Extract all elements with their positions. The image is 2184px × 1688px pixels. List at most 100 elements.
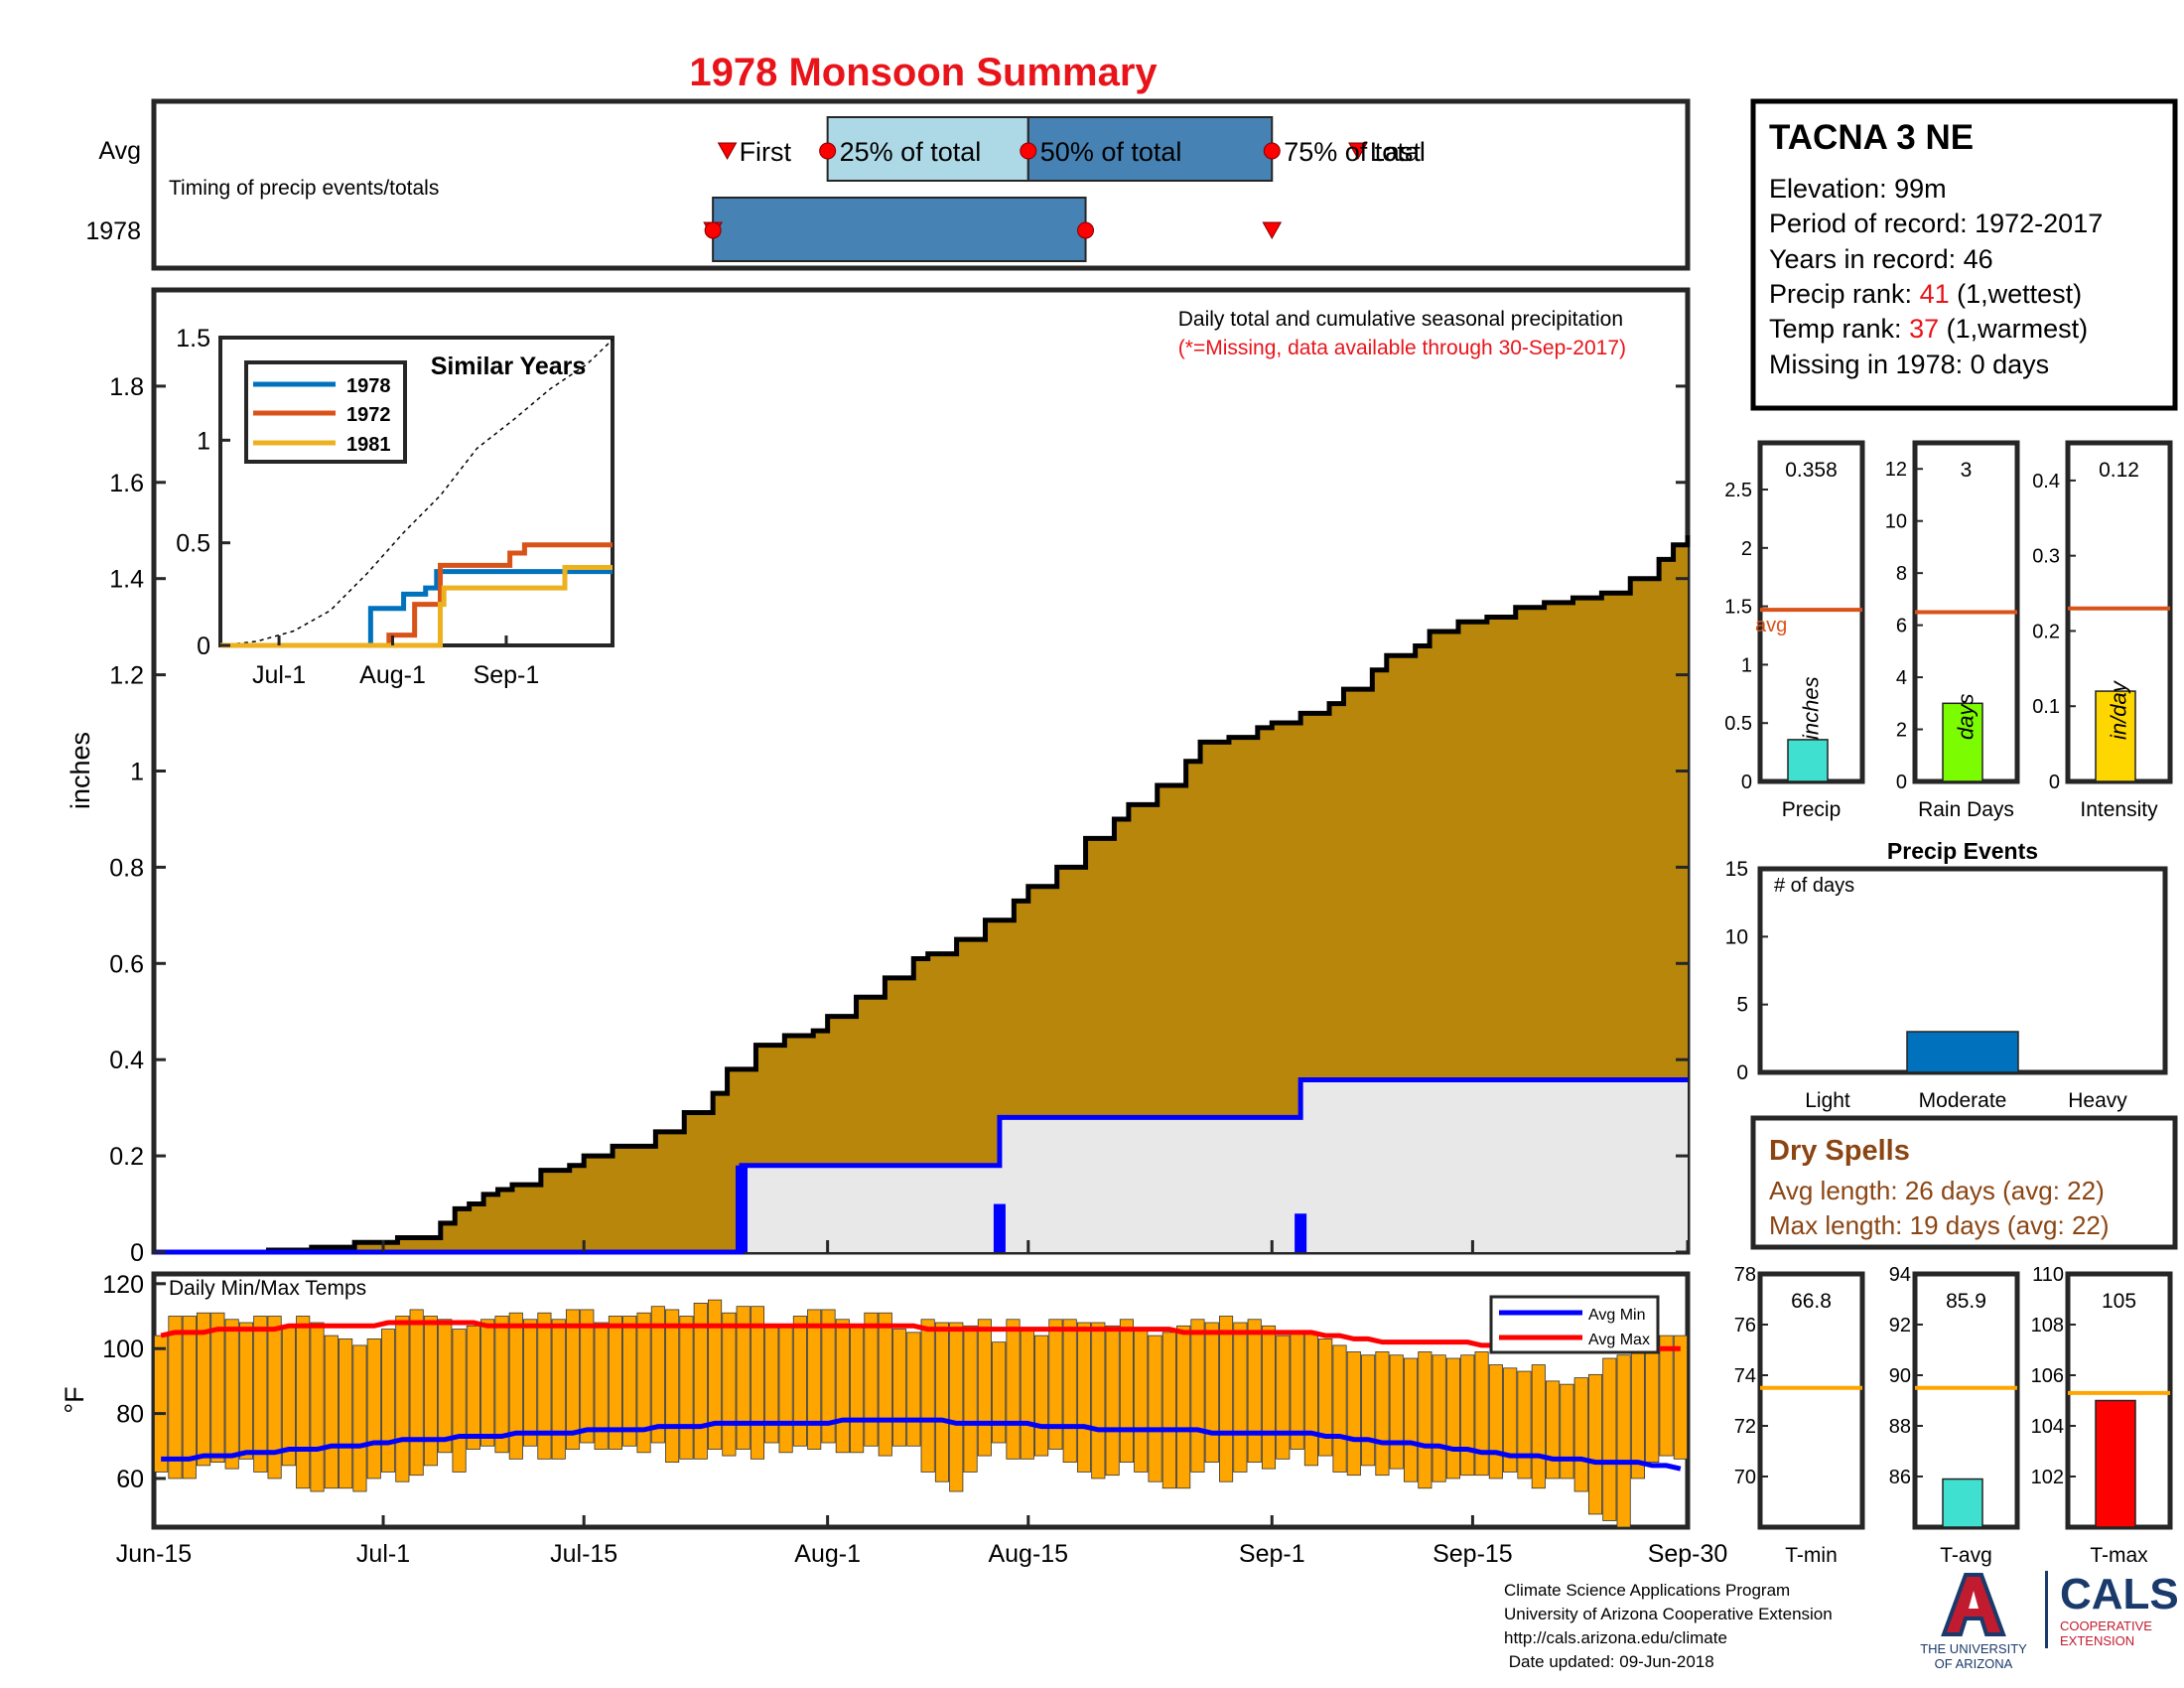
dry-spells-avg: Avg length: 26 days (avg: 22) [1769,1176,2105,1205]
stat-panel-rain-days: 0 2 4 6 8 10 12 3 Rain Days days [1885,440,2020,821]
temp-bar-69 [1134,1329,1149,1473]
temp-bar-95 [1503,1367,1518,1473]
avg-last-marker [1348,142,1368,161]
dry-spells-title: Dry Spells [1769,1135,1910,1167]
main-y-tick-label-5: 1 [130,759,144,786]
temp-stat-tick-label-1-0: 86 [1889,1467,1911,1488]
temp-bar-34 [636,1312,651,1454]
temp-bar-41 [736,1306,751,1450]
temp-stat-label-1: T-avg [1940,1544,1992,1567]
cals-sub-1: COOPERATIVE [2060,1618,2152,1633]
stat-tick-label-0-3: 1.5 [1724,597,1752,619]
temp-stat-tick-label-0-3: 76 [1734,1315,1756,1336]
inset-line-1981 [220,564,613,648]
temp-bar-25 [508,1312,523,1460]
temp-bar-87 [1389,1354,1404,1470]
main-y-label: inches [66,732,95,809]
temp-stat-tick-label-2-2: 106 [2031,1365,2064,1387]
avg-quartile-box-upper [1026,116,1274,182]
main-y-tick-label-1: 0.2 [109,1143,144,1171]
credits-line-1: Climate Science Applications Program [1504,1581,1791,1600]
temp-stat-tick-label-0-0: 70 [1734,1467,1756,1488]
temp-bar-107 [1673,1335,1688,1460]
stat-tick-label-0-1: 0.5 [1724,713,1752,735]
inset-y-tick-label-2: 1 [197,427,210,455]
stat-bar-2 [2095,690,2136,782]
temp-bar-33 [622,1316,637,1447]
stat-label-2: Intensity [2080,798,2158,821]
stat-tick-label-1-2: 4 [1896,667,1907,689]
ua-name-line-2: OF ARIZONA [1934,1656,2013,1671]
temp-bar-39 [708,1299,723,1450]
temp-bar-44 [778,1325,793,1454]
avg-cumulative-line [154,535,1691,1255]
temp-stat-label-2: T-max [2090,1544,2148,1567]
stat-tick-label-1-0: 0 [1896,772,1907,793]
temp-stat-tick-label-2-4: 110 [2032,1264,2064,1286]
temp-bar-98 [1546,1380,1561,1479]
stat-tick-label-2-2: 0.2 [2032,621,2060,642]
temp-bar-10 [296,1316,311,1489]
stat-value-2: 0.12 [2099,459,2139,482]
timing-label-first: First [740,137,792,167]
temp-bar-24 [494,1316,509,1454]
temp-bar-56 [949,1322,964,1492]
event-tick-label-3: 15 [1725,858,1748,881]
temp-bar-101 [1587,1373,1603,1515]
temp-bar-7 [253,1316,268,1473]
temp-bar-77 [1247,1319,1262,1464]
temp-bar-81 [1303,1332,1318,1467]
temp-y-tick-label-3: 120 [102,1271,144,1299]
stat-tick-label-0-5: 2.5 [1724,480,1752,501]
event-bar-1 [1906,1031,2019,1073]
station-temp-rank: Temp rank: 37 (1,warmest) [1769,314,2088,344]
temp-bar-65 [1076,1322,1092,1473]
stat-tick-label-1-5: 10 [1885,511,1907,533]
stat-tick-label-1-4: 8 [1896,563,1907,585]
temp-bar-27 [537,1312,552,1460]
temp-bar-100 [1573,1377,1588,1492]
temp-bar-37 [679,1316,694,1460]
daily-temps-panel: 60 80 100 120 Jun-15 Jul-1 Jul-15 Aug-1 Aug-15 Se… [60,1271,1727,1568]
temp-stat-panel-t-max: 102 104 106 108 110 105 T-max [2031,1264,2173,1567]
station-precip-rank: Precip rank: 41 (1,wettest) [1769,279,2082,309]
temp-stat-bar-2 [2095,1399,2136,1528]
stat-avg-text-0: avg [1755,615,1787,636]
temp-bar-93 [1474,1351,1489,1477]
temp-bar-57 [963,1325,978,1473]
main-y-tick-label-9: 1.8 [109,373,144,401]
temp-bar-2 [182,1316,197,1479]
temp-bar-79 [1276,1335,1291,1460]
main-y-tick-label-3: 0.6 [109,950,144,978]
timing-label-75: 75% of total [1284,137,1426,167]
temp-bar-60 [1006,1319,1021,1460]
temp-bar-64 [1062,1319,1077,1464]
daily-precip-bar-0 [736,1165,749,1252]
temp-bar-38 [693,1303,708,1460]
x-tick-label-5: Sep-1 [1239,1540,1305,1568]
temp-bar-4 [210,1312,225,1464]
station-name: TACNA 3 NE [1769,118,1974,157]
year-last-marker [1262,221,1283,240]
precip-stat-bars: 0 0.5 1 1.5 2 2.5 0.358 Precip inches avg 0 2 4 6 8 10 1… [1724,440,2173,821]
stat-tick-label-2-4: 0.4 [2032,471,2060,492]
station-period: Period of record: 1972-2017 [1769,209,2103,238]
station-missing: Missing in 1978: 0 days [1769,350,2049,379]
credits-footer: Climate Science Applications Program Uni… [1504,1579,1833,1674]
event-category-1: Moderate [1919,1089,2007,1112]
main-y-tick-label-2: 0.4 [109,1047,144,1074]
temp-bar-11 [310,1322,325,1492]
temp-bar-26 [523,1319,538,1447]
temp-stat-tick-label-1-2: 90 [1889,1365,1911,1387]
temp-bar-59 [992,1341,1007,1444]
station-info-box: TACNA 3 NE Elevation: 99m Period of reco… [1750,98,2178,411]
inset-legend-1981: 1981 [346,434,391,456]
inset-legend-1978: 1978 [346,375,391,397]
daily-precip-bar-1 [993,1203,1006,1252]
timing-panel: Avg 1978 Timing of precip events/totals … [85,98,1691,271]
temp-bar-52 [891,1329,907,1447]
inset-y-tick-label-1: 0.5 [176,530,210,558]
temp-bar-13 [339,1337,353,1489]
temp-bar-104 [1630,1341,1645,1479]
